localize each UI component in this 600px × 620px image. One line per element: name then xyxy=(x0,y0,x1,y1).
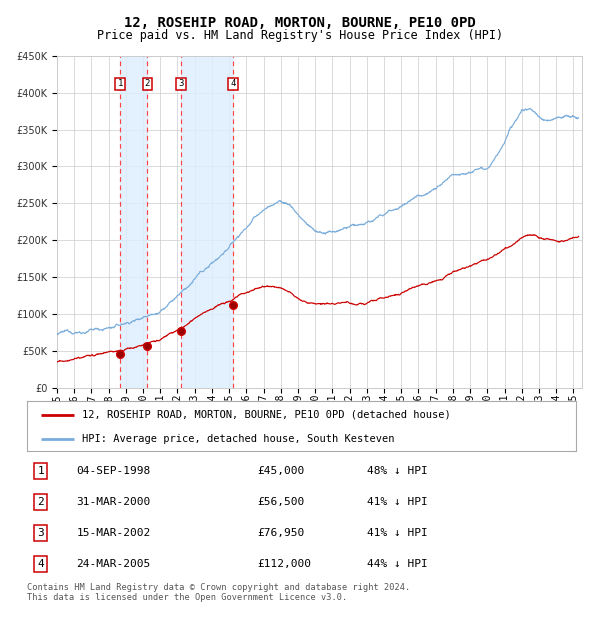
Bar xyxy=(120,56,148,388)
Text: 12, ROSEHIP ROAD, MORTON, BOURNE, PE10 0PD (detached house): 12, ROSEHIP ROAD, MORTON, BOURNE, PE10 0… xyxy=(82,410,451,420)
Text: 24-MAR-2005: 24-MAR-2005 xyxy=(76,559,151,569)
Text: 4: 4 xyxy=(37,559,44,569)
Text: £45,000: £45,000 xyxy=(257,466,305,476)
Text: 48% ↓ HPI: 48% ↓ HPI xyxy=(367,466,428,476)
Text: HPI: Average price, detached house, South Kesteven: HPI: Average price, detached house, Sout… xyxy=(82,433,394,444)
Text: 41% ↓ HPI: 41% ↓ HPI xyxy=(367,497,428,507)
Text: 04-SEP-1998: 04-SEP-1998 xyxy=(76,466,151,476)
Text: 12, ROSEHIP ROAD, MORTON, BOURNE, PE10 0PD: 12, ROSEHIP ROAD, MORTON, BOURNE, PE10 0… xyxy=(124,16,476,30)
Text: 3: 3 xyxy=(37,528,44,538)
Text: 2: 2 xyxy=(145,79,150,89)
Text: 15-MAR-2002: 15-MAR-2002 xyxy=(76,528,151,538)
Text: 1: 1 xyxy=(118,79,123,89)
Text: 41% ↓ HPI: 41% ↓ HPI xyxy=(367,528,428,538)
Text: 1: 1 xyxy=(37,466,44,476)
Text: 4: 4 xyxy=(230,79,236,89)
Text: 44% ↓ HPI: 44% ↓ HPI xyxy=(367,559,428,569)
Text: £76,950: £76,950 xyxy=(257,528,305,538)
Text: Contains HM Land Registry data © Crown copyright and database right 2024.
This d: Contains HM Land Registry data © Crown c… xyxy=(27,583,410,602)
Text: Price paid vs. HM Land Registry's House Price Index (HPI): Price paid vs. HM Land Registry's House … xyxy=(97,29,503,42)
Text: 31-MAR-2000: 31-MAR-2000 xyxy=(76,497,151,507)
Bar xyxy=(181,56,233,388)
Text: 3: 3 xyxy=(178,79,184,89)
Text: 2: 2 xyxy=(37,497,44,507)
Text: £112,000: £112,000 xyxy=(257,559,311,569)
Text: £56,500: £56,500 xyxy=(257,497,305,507)
